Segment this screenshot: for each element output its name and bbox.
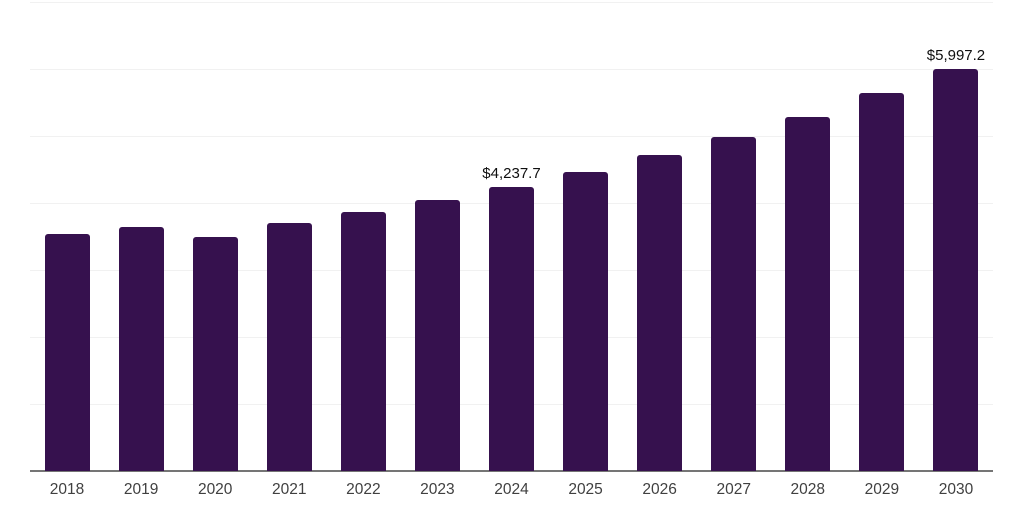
bar-2019[interactable] <box>118 227 164 471</box>
bar-value-label-2024: $4,237.7 <box>482 165 541 183</box>
x-tick-label-2024: 2024 <box>494 481 529 498</box>
bar-2028[interactable] <box>785 116 831 471</box>
bar-2029[interactable] <box>859 93 905 471</box>
x-axis-line <box>30 470 993 472</box>
x-tick-label-2029: 2029 <box>864 481 900 498</box>
gridline-7000 <box>30 2 993 3</box>
gridline-5000 <box>30 136 993 137</box>
x-tick-label-2028: 2028 <box>790 481 826 498</box>
x-tick-label-2025: 2025 <box>568 481 603 498</box>
bar-2022[interactable] <box>340 212 386 471</box>
x-tick-label-2026: 2026 <box>642 481 677 498</box>
bar-2030[interactable] <box>933 69 979 471</box>
x-axis-tick-labels: 2018 2019 2020 2021 2022 2023 2024 2025 2026 2027… <box>30 481 993 505</box>
bar-2027[interactable] <box>711 137 757 471</box>
x-tick-label-2023: 2023 <box>420 481 455 498</box>
x-tick-label-2020: 2020 <box>197 481 233 498</box>
x-tick-label-2030: 2030 <box>938 481 974 498</box>
bar-2026[interactable] <box>637 154 683 471</box>
bar-2020[interactable] <box>192 236 238 471</box>
plot-area: $4,237.7 $5,997.2 <box>30 2 993 472</box>
x-tick-label-2019: 2019 <box>123 481 159 498</box>
x-tick-label-2022: 2022 <box>346 481 381 498</box>
bar-2025[interactable] <box>563 171 609 471</box>
x-tick-label-2018: 2018 <box>49 481 85 498</box>
gridline-6000 <box>30 69 993 70</box>
x-tick-label-2027: 2027 <box>716 481 751 498</box>
bar-2018[interactable] <box>44 234 90 471</box>
bar-2024[interactable] <box>489 187 534 471</box>
x-tick-label-2021: 2021 <box>272 481 307 498</box>
bar-2021[interactable] <box>266 223 312 471</box>
bar-2023[interactable] <box>414 200 460 471</box>
bar-value-label-2030: $5,997.2 <box>926 47 986 65</box>
